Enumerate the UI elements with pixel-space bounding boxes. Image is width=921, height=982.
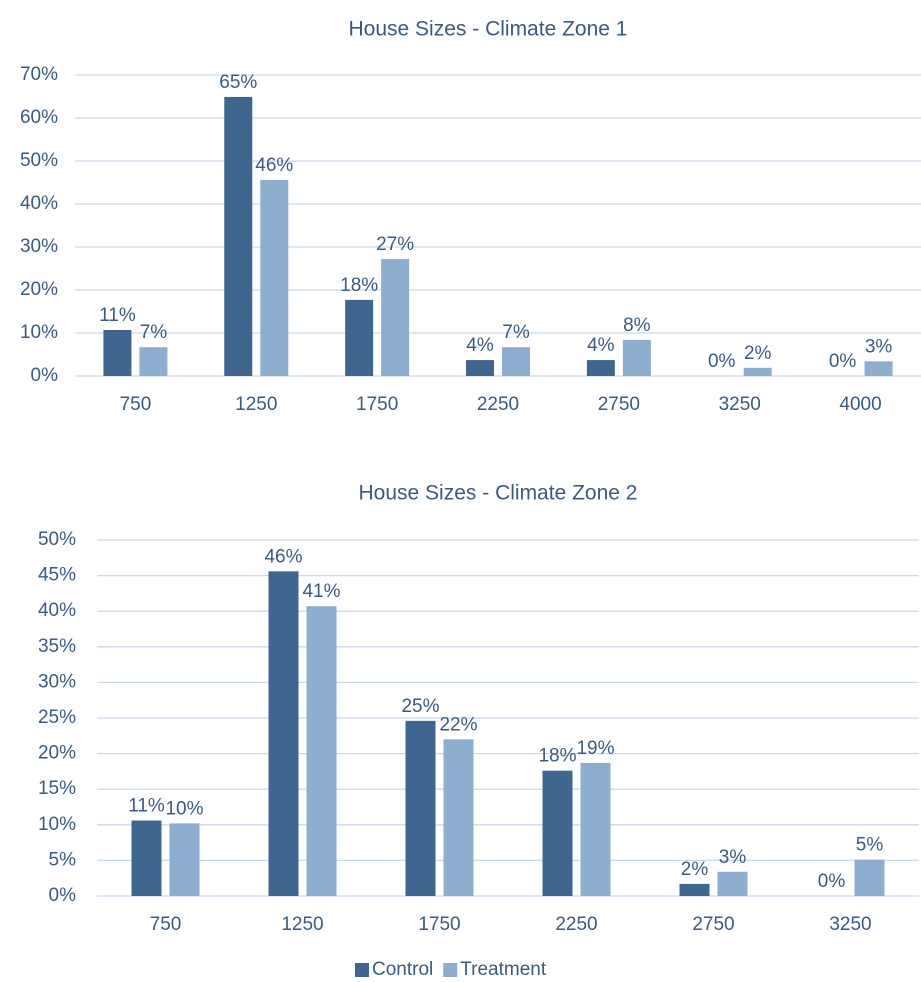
data-label: 46% (255, 155, 293, 176)
x-tick-label: 2750 (598, 394, 640, 415)
legend-swatch (355, 963, 369, 977)
y-tick-label: 60% (20, 107, 58, 128)
bar (443, 739, 474, 896)
data-label: 5% (856, 835, 884, 856)
bar (306, 606, 337, 896)
x-tick-label: 1250 (235, 394, 277, 415)
bar (622, 339, 651, 376)
bar (260, 179, 289, 376)
bar (542, 770, 573, 896)
data-label: 11% (128, 796, 165, 817)
bar (268, 571, 299, 896)
y-tick-label: 20% (20, 279, 58, 300)
bar (224, 96, 253, 377)
y-tick-label: 40% (20, 193, 58, 214)
data-label: 2% (744, 343, 772, 364)
data-label: 4% (466, 335, 494, 356)
data-label: 7% (140, 322, 168, 343)
data-label: 18% (538, 746, 576, 767)
bar (131, 820, 162, 896)
bar (466, 360, 494, 376)
y-tick-label: 0% (49, 885, 77, 906)
y-tick-label: 10% (38, 814, 76, 835)
y-tick-label: 45% (38, 565, 76, 586)
data-label: 8% (623, 315, 651, 336)
data-label: 0% (829, 351, 857, 372)
x-tick-label: 750 (120, 394, 152, 415)
bar (864, 361, 893, 376)
bar (169, 823, 200, 896)
data-label: 22% (439, 714, 477, 735)
chart-title: House Sizes - Climate Zone 1 (349, 18, 628, 41)
data-label: 25% (401, 696, 439, 717)
y-tick-label: 25% (38, 707, 76, 728)
data-label: 2% (681, 859, 709, 880)
y-tick-label: 30% (20, 236, 58, 257)
bar (502, 347, 530, 376)
bar (381, 259, 410, 376)
bar (580, 762, 611, 896)
data-label: 7% (502, 322, 530, 343)
x-tick-label: 750 (150, 914, 182, 935)
data-label: 3% (865, 336, 893, 357)
y-tick-label: 50% (20, 150, 58, 171)
data-label: 10% (165, 798, 203, 819)
legend-label: Control (372, 959, 433, 980)
y-tick-label: 20% (38, 743, 76, 764)
y-tick-label: 30% (38, 671, 76, 692)
x-tick-label: 2750 (692, 914, 734, 935)
x-tick-label: 3250 (829, 914, 871, 935)
data-label: 4% (587, 335, 615, 356)
x-tick-label: 2250 (555, 914, 597, 935)
data-label: 18% (340, 275, 378, 296)
x-tick-label: 4000 (839, 394, 881, 415)
chart-title: House Sizes - Climate Zone 2 (359, 482, 638, 505)
y-tick-label: 70% (20, 64, 58, 85)
bar (743, 367, 772, 376)
y-tick-label: 50% (38, 529, 76, 550)
y-tick-label: 15% (38, 778, 76, 799)
bar (854, 859, 885, 896)
y-tick-label: 0% (31, 365, 59, 386)
x-tick-label: 1750 (418, 914, 460, 935)
y-tick-label: 10% (20, 322, 58, 343)
y-tick-label: 5% (49, 849, 77, 870)
legend-label: Treatment (460, 959, 547, 980)
data-label: 0% (818, 871, 846, 892)
legend-swatch (443, 963, 458, 977)
bar (345, 299, 374, 376)
bar (139, 347, 168, 376)
data-label: 65% (219, 72, 257, 93)
data-label: 46% (264, 546, 302, 567)
x-tick-label: 1750 (356, 394, 398, 415)
bar (405, 720, 436, 896)
y-tick-label: 35% (38, 636, 76, 657)
bar (717, 871, 748, 896)
x-tick-label: 3250 (719, 394, 761, 415)
data-label: 41% (302, 581, 340, 602)
data-label: 27% (376, 234, 414, 255)
data-label: 19% (576, 738, 614, 759)
data-label: 3% (719, 847, 747, 868)
x-tick-label: 2250 (477, 394, 519, 415)
data-label: 11% (99, 305, 136, 326)
data-label: 0% (708, 351, 736, 372)
bar (103, 329, 132, 376)
bar (679, 883, 710, 896)
bar (586, 360, 615, 376)
y-tick-label: 40% (38, 600, 76, 621)
x-tick-label: 1250 (281, 914, 323, 935)
